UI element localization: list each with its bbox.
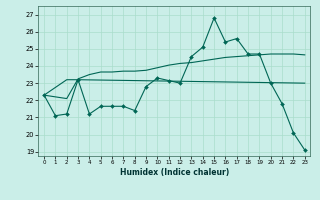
X-axis label: Humidex (Indice chaleur): Humidex (Indice chaleur) (120, 168, 229, 177)
